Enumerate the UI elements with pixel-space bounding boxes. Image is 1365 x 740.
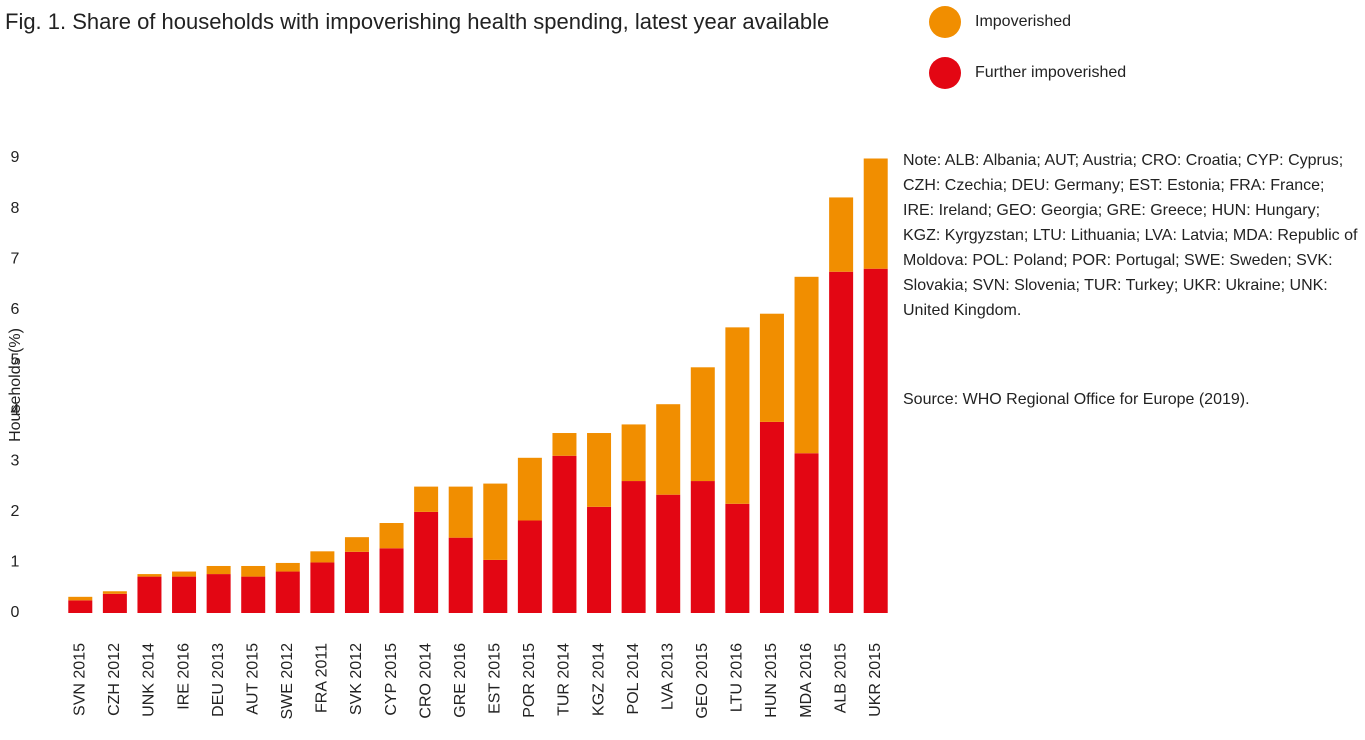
bar-segment: [344, 551, 369, 613]
x-tick-label: CRO 2014: [417, 643, 434, 719]
x-tick-label: TUR 2014: [556, 643, 573, 716]
bar-segment: [829, 197, 854, 272]
bar-segment: [517, 520, 542, 613]
bar-segment: [725, 327, 750, 504]
bar-segment: [794, 453, 819, 613]
y-tick-label: 2: [11, 503, 20, 520]
bar-segment: [794, 276, 819, 454]
bar-segment: [759, 313, 784, 422]
y-tick-label: 6: [11, 301, 20, 318]
legend-swatch: [929, 6, 961, 38]
legend-swatch: [929, 57, 961, 89]
bar-segment: [656, 494, 681, 613]
y-tick-label: 4: [11, 402, 20, 419]
x-tick-label: AUT 2015: [244, 643, 261, 715]
y-tick-label: 8: [11, 200, 20, 217]
bar-segment: [483, 483, 508, 560]
bar-segment: [379, 548, 404, 613]
y-tick-label: 7: [11, 250, 20, 267]
x-tick-label: LVA 2013: [659, 643, 676, 710]
x-tick-label: POL 2014: [625, 643, 642, 715]
legend-label: Impoverished: [975, 13, 1071, 30]
y-tick-label: 0: [11, 604, 20, 621]
bar-segment: [725, 503, 750, 613]
y-tick-label: 9: [11, 149, 20, 166]
x-tick-label: GEO 2015: [694, 643, 711, 719]
bar-segment: [137, 574, 162, 577]
bar-segment: [829, 271, 854, 613]
chart-title: Fig. 1. Share of households with impover…: [5, 9, 830, 34]
x-tick-label: LTU 2016: [729, 643, 746, 712]
bar-segment: [414, 486, 439, 512]
note: Note: ALB: Albania; AUT; Austria; CRO: C…: [903, 152, 1358, 319]
bar-segment: [587, 433, 612, 507]
bar-segment: [68, 596, 93, 601]
bar-segment: [275, 562, 300, 572]
x-tick-label: HUN 2015: [763, 643, 780, 718]
bar-segment: [517, 457, 542, 521]
bar-segment: [310, 562, 335, 613]
bar-segment: [690, 367, 715, 482]
x-tick-label: SVN 2015: [72, 643, 89, 716]
y-tick-label: 5: [11, 351, 20, 368]
x-tick-label: UKR 2015: [867, 643, 884, 717]
bar-segment: [448, 537, 473, 613]
bar-segment: [863, 268, 888, 613]
bar-segment: [310, 551, 335, 563]
x-tick-label: DEU 2013: [210, 643, 227, 717]
x-tick-label: KGZ 2014: [590, 643, 607, 716]
bar-segment: [344, 537, 369, 552]
x-tick-label: IRE 2016: [175, 643, 192, 710]
bar-segment: [587, 506, 612, 613]
bar-segment: [102, 593, 127, 613]
bar-segment: [483, 559, 508, 613]
bar-segment: [68, 600, 93, 613]
bar-segment: [172, 576, 197, 613]
bar-segment: [656, 404, 681, 495]
x-tick-label: POR 2015: [521, 643, 538, 718]
x-tick-label: GRE 2016: [452, 643, 469, 718]
bar-segment: [621, 481, 646, 613]
x-tick-label: CZH 2012: [106, 643, 123, 716]
y-tick-label: 3: [11, 453, 20, 470]
bar-segment: [172, 571, 197, 577]
bar-segment: [241, 576, 266, 613]
bar-segment: [552, 455, 577, 613]
bar-segment: [863, 158, 888, 269]
x-tick-label: SVK 2012: [348, 643, 365, 715]
bar-segment: [206, 565, 231, 575]
x-tick-label: SWE 2012: [279, 643, 296, 720]
bar-segment: [621, 424, 646, 482]
x-tick-label: CYP 2015: [383, 643, 400, 716]
x-tick-label: ALB 2015: [832, 643, 849, 713]
bar-segment: [102, 591, 127, 594]
bar-segment: [241, 565, 266, 577]
bar-segment: [552, 433, 577, 456]
x-tick-label: EST 2015: [487, 643, 504, 714]
bar-segment: [414, 511, 439, 613]
bar-segment: [275, 571, 300, 613]
x-tick-label: UNK 2014: [141, 643, 158, 717]
bar-segment: [690, 481, 715, 613]
legend-label: Further impoverished: [975, 64, 1126, 81]
source: Source: WHO Regional Office for Europe (…: [903, 391, 1250, 408]
x-tick-label: MDA 2016: [798, 643, 815, 718]
bar-segment: [448, 486, 473, 538]
y-tick-label: 1: [11, 554, 20, 571]
bar-segment: [759, 421, 784, 613]
y-axis-label: Households (%): [7, 328, 24, 442]
x-tick-label: FRA 2011: [314, 643, 331, 713]
bar-segment: [137, 576, 162, 613]
bar-segment: [379, 523, 404, 549]
bar-segment: [206, 574, 231, 613]
